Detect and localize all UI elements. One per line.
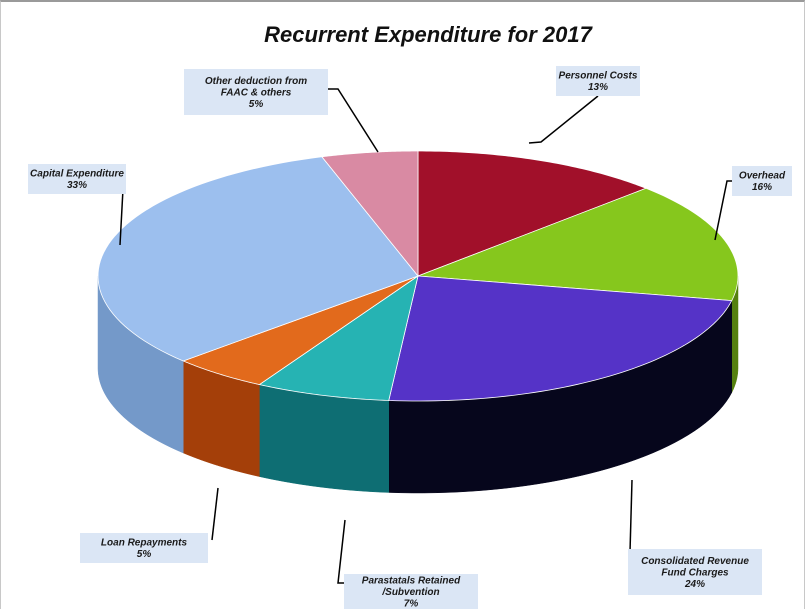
- data-label-category: Fund Charges: [661, 567, 729, 578]
- pie-slice-3: [258, 275, 419, 401]
- data-label-percent: 24%: [684, 579, 705, 590]
- pie-slice-2: [388, 275, 733, 402]
- pie-slice-1: [417, 187, 739, 302]
- data-label-percent: 13%: [588, 82, 608, 93]
- chart-title: Recurrent Expenditure for 2017: [264, 22, 593, 47]
- leader-line-1: [714, 180, 732, 241]
- leader-line-3: [337, 519, 348, 584]
- data-label-percent: 16%: [752, 182, 772, 193]
- leader-line-6: [328, 88, 379, 153]
- data-label-category: Capital Expenditure: [30, 169, 124, 180]
- data-label-box: [344, 574, 478, 609]
- data-label-category: Overhead: [739, 171, 786, 182]
- pie-slice-5: [97, 156, 419, 362]
- leader-line-0: [528, 95, 599, 144]
- leader-line-2: [629, 479, 633, 553]
- data-label-box: [28, 164, 126, 194]
- data-label-category: FAAC & others: [221, 87, 292, 98]
- data-label-category: Consolidated Revenue: [641, 556, 749, 567]
- data-label-category: Personnel Costs: [559, 71, 638, 82]
- leader-line-4: [211, 487, 219, 541]
- data-label-category: /Subvention: [381, 587, 439, 598]
- data-label-percent: 33%: [67, 180, 87, 191]
- data-label-category: Loan Repayments: [101, 538, 188, 549]
- data-label-percent: 5%: [137, 549, 152, 560]
- data-label-box: [184, 69, 328, 115]
- data-label-percent: 5%: [249, 99, 264, 110]
- pie-slice-0: [417, 150, 648, 277]
- pie-side-3: [259, 384, 390, 493]
- data-label-box: [732, 166, 792, 196]
- data-label-category: Other deduction from: [205, 76, 307, 87]
- data-label-box: [80, 533, 208, 563]
- data-label-category: Parastatals Retained: [362, 575, 461, 586]
- data-label-percent: 7%: [404, 598, 419, 609]
- pie-slice-4: [182, 275, 419, 385]
- pie-slice-6: [321, 150, 419, 278]
- data-label-box: [628, 549, 762, 595]
- data-label-box: [556, 66, 640, 96]
